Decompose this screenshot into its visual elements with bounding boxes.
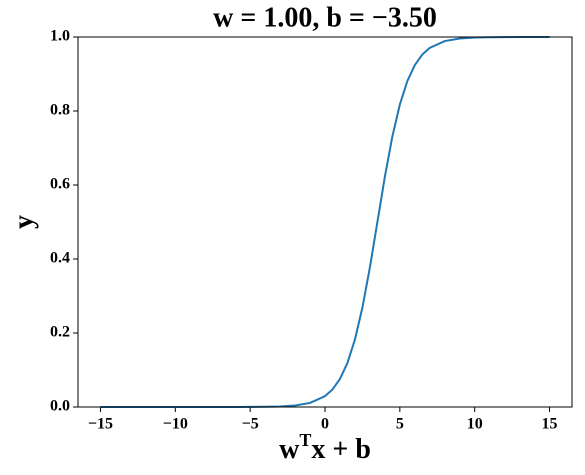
y-tick-label: 1.0 [50,28,70,45]
line-series [100,36,550,408]
y-tick-label: 0.8 [50,102,70,119]
x-axis-label: wTx + b [279,430,371,465]
y-tick-label: 0.4 [50,250,70,267]
plot-frame [77,36,573,408]
chart-title: w = 1.00, b = −3.50 [213,2,437,33]
x-tick-label: 15 [542,416,558,433]
x-tick-label: −10 [163,416,188,433]
x-tick-label: 5 [396,416,404,433]
x-label-rest: x + b [311,434,371,465]
y-tick-label: 0.6 [50,176,70,193]
y-axis-label: y [8,215,39,229]
x-tick-label: 0 [321,416,329,433]
y-tick-label: 0.2 [50,324,70,341]
x-label-sup: T [299,430,311,450]
x-label-base: w [279,434,300,465]
x-tick-label: 10 [467,416,483,433]
y-tick-label: 0.0 [50,398,70,415]
x-tick-label: −5 [242,416,259,433]
x-tick-label: −15 [88,416,113,433]
